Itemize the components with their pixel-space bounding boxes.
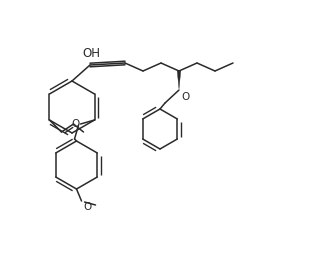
Text: O: O (71, 119, 80, 129)
Text: O: O (83, 202, 92, 212)
Text: OH: OH (82, 47, 100, 60)
Polygon shape (177, 71, 181, 89)
Text: O: O (181, 92, 189, 102)
